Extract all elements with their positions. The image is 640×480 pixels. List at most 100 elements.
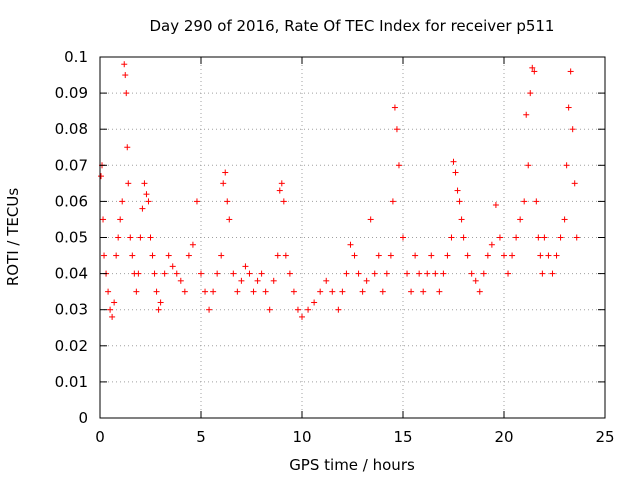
data-point bbox=[107, 306, 114, 313]
data-point bbox=[400, 234, 406, 241]
x-tick-label: 20 bbox=[494, 428, 513, 446]
grid-lines bbox=[100, 57, 605, 418]
data-point bbox=[454, 187, 461, 194]
y-tick-label: 0.09 bbox=[55, 84, 88, 102]
data-point bbox=[450, 158, 457, 165]
data-point bbox=[280, 198, 287, 205]
data-point bbox=[141, 180, 148, 187]
data-point bbox=[408, 288, 415, 295]
data-point bbox=[565, 104, 572, 111]
data-point bbox=[432, 270, 439, 277]
data-point bbox=[151, 270, 158, 277]
data-point bbox=[122, 72, 129, 79]
data-point bbox=[262, 288, 269, 295]
data-point bbox=[246, 270, 253, 277]
data-point bbox=[351, 252, 358, 259]
data-point bbox=[282, 252, 289, 259]
data-point bbox=[387, 252, 394, 259]
data-point bbox=[173, 270, 180, 277]
data-point bbox=[155, 306, 162, 313]
data-point bbox=[109, 313, 116, 320]
data-point bbox=[458, 216, 465, 223]
data-point bbox=[567, 68, 574, 75]
data-point bbox=[242, 263, 249, 270]
data-point bbox=[115, 234, 122, 241]
data-point bbox=[165, 252, 172, 259]
data-point bbox=[234, 288, 241, 295]
data-point bbox=[270, 277, 277, 284]
x-axis-label: GPS time / hours bbox=[289, 456, 415, 474]
data-point bbox=[339, 288, 346, 295]
data-point bbox=[412, 252, 419, 259]
data-point bbox=[472, 277, 479, 284]
data-point bbox=[157, 299, 164, 306]
x-tick-label: 10 bbox=[292, 428, 311, 446]
data-point bbox=[145, 198, 152, 205]
data-point bbox=[541, 234, 548, 241]
y-axis-label: ROTI / TECUs bbox=[4, 188, 22, 286]
data-points bbox=[98, 61, 580, 320]
data-point bbox=[135, 270, 142, 277]
data-point bbox=[220, 180, 227, 187]
x-tick-label: 15 bbox=[393, 428, 412, 446]
data-point bbox=[105, 288, 112, 295]
data-point bbox=[420, 288, 427, 295]
data-point bbox=[149, 252, 156, 259]
data-point bbox=[266, 306, 273, 313]
data-point bbox=[230, 270, 237, 277]
data-point bbox=[147, 234, 154, 241]
data-point bbox=[363, 277, 370, 284]
data-point bbox=[119, 198, 126, 205]
data-point bbox=[206, 306, 213, 313]
data-point bbox=[535, 234, 542, 241]
data-point bbox=[133, 288, 140, 295]
x-tick-label: 25 bbox=[595, 428, 614, 446]
y-tick-label: 0.06 bbox=[55, 192, 88, 210]
data-point bbox=[177, 277, 184, 284]
data-point bbox=[101, 252, 108, 259]
data-point bbox=[509, 252, 516, 259]
data-point bbox=[169, 263, 176, 270]
data-point bbox=[537, 252, 544, 259]
data-point bbox=[343, 270, 350, 277]
data-point bbox=[527, 90, 534, 97]
data-point bbox=[250, 288, 257, 295]
data-point bbox=[254, 277, 261, 284]
data-point bbox=[359, 288, 366, 295]
data-point bbox=[185, 252, 192, 259]
data-point bbox=[214, 270, 221, 277]
data-point bbox=[563, 162, 570, 169]
data-point bbox=[553, 252, 560, 259]
data-point bbox=[371, 270, 378, 277]
data-point bbox=[202, 288, 209, 295]
data-point bbox=[428, 252, 435, 259]
data-point bbox=[521, 198, 528, 205]
data-point bbox=[258, 270, 265, 277]
data-point bbox=[161, 270, 168, 277]
data-point bbox=[393, 126, 400, 133]
data-point bbox=[276, 187, 283, 194]
data-point bbox=[436, 288, 443, 295]
data-point bbox=[238, 277, 245, 284]
data-point bbox=[383, 270, 390, 277]
data-point bbox=[329, 288, 336, 295]
data-point bbox=[210, 288, 217, 295]
y-tick-label: 0 bbox=[78, 409, 88, 427]
y-tick-label: 0.03 bbox=[55, 301, 88, 319]
x-tick-label: 5 bbox=[196, 428, 206, 446]
data-point bbox=[274, 252, 281, 259]
y-tick-label: 0.1 bbox=[64, 48, 88, 66]
y-tick-label: 0.02 bbox=[55, 337, 88, 355]
data-point bbox=[545, 252, 552, 259]
data-point bbox=[505, 270, 512, 277]
data-point bbox=[404, 270, 411, 277]
y-tick-label: 0.01 bbox=[55, 373, 88, 391]
y-tick-label: 0.07 bbox=[55, 156, 88, 174]
data-point bbox=[193, 198, 200, 205]
data-point bbox=[531, 68, 538, 75]
x-tick-labels: 0 5 10 15 20 25 bbox=[95, 428, 614, 446]
data-point bbox=[549, 270, 556, 277]
data-point bbox=[391, 104, 398, 111]
data-point bbox=[452, 169, 459, 176]
data-point bbox=[557, 234, 564, 241]
